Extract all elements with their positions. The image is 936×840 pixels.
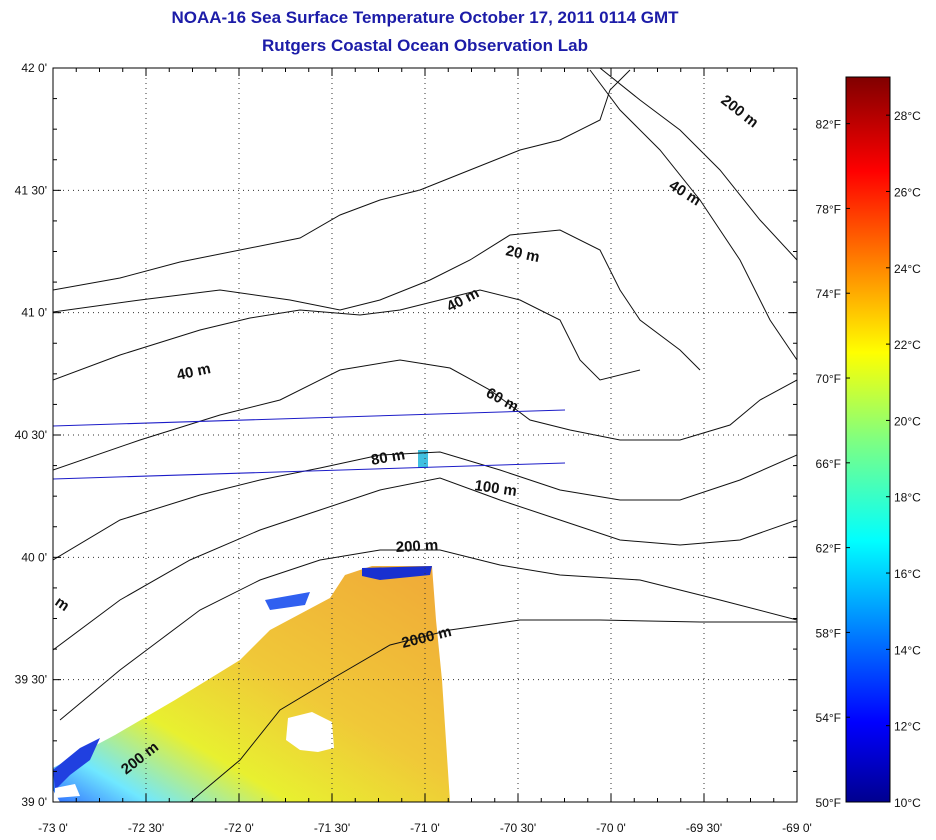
lat-tick-label: 41 0'	[21, 306, 47, 320]
colorbar-fahrenheit-label: 78°F	[816, 202, 841, 216]
colorbar-celsius-label: 20°C	[894, 414, 921, 428]
contour-40m-north	[589, 69, 797, 361]
colorbar	[845, 76, 891, 803]
colorbar-celsius-label: 10°C	[894, 796, 921, 810]
contour-label: 200 m	[718, 92, 762, 132]
contour-label: 80 m	[370, 446, 407, 469]
map-subtitle: Rutgers Coastal Ocean Observation Lab	[262, 36, 588, 55]
colorbar-fahrenheit-label: 50°F	[816, 796, 841, 810]
lat-tick-label: 40 0'	[21, 550, 47, 564]
contour-label: 100 m	[473, 477, 517, 500]
lat-tick-label: 39 0'	[21, 795, 47, 809]
colorbar-celsius-label: 26°C	[894, 185, 921, 199]
lat-tick-label: 42 0'	[21, 61, 47, 75]
contour-label: 60 m	[483, 385, 521, 416]
cloud-gap-center	[286, 712, 334, 752]
contour-200m	[59, 549, 797, 721]
lon-tick-label: -69 30'	[686, 821, 722, 835]
graticule	[53, 68, 797, 802]
contour-label: 200 m	[395, 537, 438, 556]
contour-2000m	[189, 619, 797, 802]
cold-north-edge	[362, 566, 432, 580]
cold-edge-region	[53, 738, 100, 790]
contour-label: m	[52, 593, 73, 615]
lon-tick-label: -69 0'	[782, 821, 812, 835]
lon-tick-label: -71 0'	[410, 821, 440, 835]
colorbar-celsius-label: 28°C	[894, 109, 921, 123]
lon-tick-label: -72 30'	[128, 821, 164, 835]
contour-200m-north	[599, 68, 797, 261]
colorbar-fahrenheit-label: 70°F	[816, 372, 841, 386]
contour-100m	[53, 477, 797, 651]
small-sst-patch	[418, 450, 428, 468]
transect-line-south	[53, 462, 566, 480]
contour-80m	[53, 451, 797, 561]
colorbar-fahrenheit-label: 74°F	[816, 287, 841, 301]
lon-tick-label: -70 0'	[596, 821, 626, 835]
coastline	[53, 69, 631, 291]
colorbar-fahrenheit-labels: 82°F 78°F 74°F 70°F 66°F 62°F 58°F 54°F 50°F	[816, 118, 841, 810]
frame-ticks	[52, 67, 798, 803]
contour-label: 40 m	[175, 360, 212, 384]
colorbar-celsius-label: 24°C	[894, 262, 921, 276]
sst-swath	[53, 450, 450, 802]
transect-line-north	[53, 409, 566, 427]
colorbar-celsius-label: 16°C	[894, 567, 921, 581]
lon-tick-label: -72 0'	[224, 821, 254, 835]
contour-60m	[53, 359, 797, 471]
lat-tick-label: 40 30'	[15, 428, 47, 442]
colorbar-celsius-label: 22°C	[894, 338, 921, 352]
colorbar-celsius-label: 18°C	[894, 491, 921, 505]
colorbar-fahrenheit-label: 58°F	[816, 626, 841, 640]
sst-data-region	[53, 566, 450, 802]
colorbar-celsius-labels: 28°C 26°C 24°C 22°C 20°C 18°C 16°C 14°C 12°C 10°C	[894, 109, 921, 810]
bathymetry-contours	[53, 68, 797, 802]
colorbar-fahrenheit-label: 66°F	[816, 457, 841, 471]
longitude-labels: -73 0' -72 30' -72 0' -71 30' -71 0' -70 30' -…	[38, 821, 812, 835]
map-title: NOAA-16 Sea Surface Temperature October …	[171, 8, 679, 27]
colorbar-celsius-label: 12°C	[894, 720, 921, 734]
colorbar-fahrenheit-label: 82°F	[816, 118, 841, 132]
contour-label: 20 m	[504, 242, 541, 266]
lon-tick-label: -73 0'	[38, 821, 68, 835]
lon-tick-label: -71 30'	[314, 821, 350, 835]
contour-40m	[53, 289, 641, 381]
cloud-gap-sw	[55, 784, 80, 798]
lat-tick-label: 41 30'	[15, 183, 47, 197]
contour-label: 40 m	[444, 284, 482, 315]
colorbar-fahrenheit-label: 62°F	[816, 542, 841, 556]
lat-tick-label: 39 30'	[15, 673, 47, 687]
latitude-labels: 42 0' 41 30' 41 0' 40 30' 40 0' 39 30' 39 0'	[15, 61, 47, 809]
colorbar-ticks	[846, 114, 890, 803]
lon-tick-label: -70 30'	[500, 821, 536, 835]
contour-20m	[53, 229, 701, 371]
colorbar-fahrenheit-label: 54°F	[816, 711, 841, 725]
cold-patch	[265, 592, 310, 610]
colorbar-celsius-label: 14°C	[894, 643, 921, 657]
